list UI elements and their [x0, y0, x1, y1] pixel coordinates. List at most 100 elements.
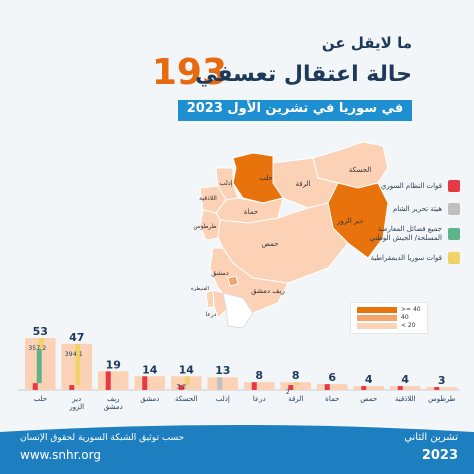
legend-item: قوات النظام السوري — [356, 180, 460, 194]
category-label: دمشق — [140, 395, 159, 403]
bar-segment — [294, 382, 300, 386]
bar-total — [426, 387, 457, 390]
bar-value-label: 3 — [438, 374, 446, 387]
bar-segment — [184, 376, 190, 386]
city-label: حماة — [244, 208, 258, 216]
legend-item: هيئة تحرير الشام — [356, 203, 460, 217]
category-label: ريف دمشق — [104, 395, 123, 411]
category-label: الحسكة — [175, 395, 198, 403]
bar-segment — [324, 384, 330, 390]
header-line2: حالة اعتقال تعسفي — [195, 62, 412, 87]
city-label: اللاذقية — [199, 195, 217, 202]
category-label: حماة — [325, 395, 339, 403]
category-label: إدلب — [216, 395, 230, 403]
city-label: الحسكة — [349, 166, 372, 174]
total-count: 193 — [151, 52, 227, 93]
bar-inner-label: 2 — [182, 383, 186, 390]
legend-label: هيئة تحرير الشام — [392, 205, 442, 213]
legend-label: جميع فصائل المعارضة المسلحة/ الجيش الوطن… — [369, 225, 442, 242]
category-label: الرقة — [288, 395, 303, 403]
bar-value-label: 4 — [401, 373, 409, 386]
bar-inner-label: 4 — [73, 351, 77, 358]
map-scale: >= 40 40 < 20 — [350, 302, 428, 334]
bar-total — [98, 371, 129, 390]
legend-swatch — [448, 180, 460, 192]
category-label: حلب — [33, 395, 47, 403]
bar-total — [280, 382, 311, 390]
category-label: طرطوس — [428, 395, 456, 403]
legend-label: قوات النظام السوري — [380, 182, 442, 190]
subtitle-bar — [178, 100, 412, 121]
bar-inner-label: 7 — [36, 345, 40, 352]
city-label: القنيطرة — [191, 286, 209, 292]
bar-value-label: 8 — [255, 369, 263, 382]
footer-year: 2023 — [421, 448, 458, 463]
bar-total — [244, 382, 275, 390]
bar-value-label: 8 — [292, 369, 300, 382]
category-label: اللاذقية — [395, 395, 416, 403]
bar-value-label: 13 — [215, 364, 230, 377]
city-label: ريف دمشق — [251, 287, 285, 295]
region-damascus — [227, 275, 239, 287]
city-label: حلب — [259, 174, 273, 182]
bar-segment — [251, 382, 257, 390]
bar-segment — [142, 376, 148, 390]
bar-inner-label: 2 — [42, 345, 46, 352]
bar-segment — [105, 371, 111, 390]
bar-total — [353, 386, 384, 390]
bar-value-label: 14 — [179, 363, 195, 376]
city-label: طرطوس — [193, 223, 217, 230]
bar-total — [390, 386, 421, 390]
bar-value-label: 19 — [106, 358, 121, 371]
bar-segment — [217, 377, 223, 390]
bar-segment — [32, 383, 38, 390]
subtitle: في سوريا في تشرين الأول 2023 — [186, 101, 404, 116]
legend-swatch — [448, 203, 460, 215]
category-label: درعا — [253, 395, 266, 403]
bar-total — [317, 384, 348, 390]
city-label: دمشق — [211, 269, 229, 277]
legend-item: قوات سوريا الديمقراطية — [356, 252, 460, 266]
legend-swatch — [448, 228, 460, 240]
bar-inner-label: 35 — [28, 345, 36, 352]
bar-inner-label: 1 — [79, 351, 83, 358]
bar-inner-label: 3 — [176, 383, 180, 390]
bar-value-label: 4 — [365, 373, 373, 386]
scale-mid-label: 40 — [401, 314, 409, 321]
scale-high-swatch — [357, 307, 397, 313]
city-label: إدلب — [219, 179, 232, 187]
city-label: حمص — [262, 240, 279, 248]
scale-low-swatch — [357, 323, 397, 329]
bar-inner-label: 2 — [286, 389, 290, 396]
bar-value-label: 6 — [328, 371, 336, 384]
bar-total — [207, 377, 238, 390]
region-suwayda — [222, 292, 254, 329]
legend-label: قوات سوريا الديمقراطية — [370, 254, 442, 262]
bar-segment — [434, 387, 440, 390]
bar-segment — [38, 338, 44, 349]
bar-segment — [75, 343, 81, 386]
footer-website[interactable]: www.snhr.org — [20, 448, 101, 462]
bar-segment — [178, 385, 184, 390]
bar-value-label: 53 — [33, 325, 48, 338]
legend-swatch — [448, 252, 460, 264]
bar-value-label: 14 — [142, 363, 158, 376]
category-label: دير الزور — [68, 395, 84, 411]
bar-value-label: 47 — [69, 331, 84, 344]
footer-month: تشرين الثاني — [404, 432, 458, 443]
footer-org: حسب توثيق الشبكة السورية لحقوق الإنسان — [20, 433, 185, 443]
bar-segment — [69, 385, 75, 390]
city-label: دير الزور — [336, 217, 363, 225]
bar-segment — [397, 386, 403, 390]
city-label: درعا — [206, 311, 217, 318]
category-label: حمص — [360, 395, 377, 403]
footer-background — [0, 425, 474, 474]
syria-map: الحسكة الرقة حلب إدلب اللاذقية حماة طرطو… — [191, 141, 389, 329]
scale-high-label: >= 40 — [401, 306, 421, 313]
bar-total — [134, 376, 165, 390]
city-label: الرقة — [295, 180, 310, 188]
bar-segment — [288, 385, 294, 390]
legend-item: جميع فصائل المعارضة المسلحة/ الجيش الوطن… — [356, 224, 460, 246]
header-line1: ما لايقل عن — [321, 34, 412, 52]
